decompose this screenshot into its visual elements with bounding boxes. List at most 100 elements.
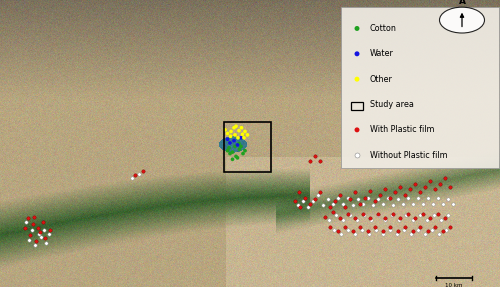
Point: [334, 229, 342, 233]
Point: [371, 199, 379, 203]
Point: [406, 187, 414, 192]
Point: [239, 151, 247, 156]
Point: [227, 129, 235, 134]
Point: [365, 232, 373, 236]
Point: [298, 199, 306, 203]
Point: [372, 227, 380, 232]
Point: [336, 216, 344, 220]
Point: [296, 204, 304, 209]
Bar: [224, 122, 271, 172]
Point: [442, 227, 450, 232]
Point: [434, 212, 442, 216]
Point: [344, 196, 351, 200]
Text: 10 km: 10 km: [445, 283, 462, 287]
Point: [28, 222, 36, 226]
Point: [339, 217, 347, 222]
Point: [356, 201, 364, 206]
Point: [325, 217, 333, 222]
Point: [351, 190, 359, 195]
Point: [436, 181, 444, 186]
Point: [234, 135, 242, 140]
Point: [230, 125, 238, 130]
Point: [344, 212, 351, 216]
Point: [30, 214, 38, 219]
Point: [291, 199, 299, 203]
Point: [135, 171, 143, 176]
Point: [386, 227, 394, 232]
Point: [34, 226, 42, 230]
Point: [356, 224, 364, 229]
Point: [294, 203, 302, 208]
Point: [376, 193, 384, 197]
Point: [22, 220, 30, 225]
Point: [241, 148, 249, 153]
Point: [374, 212, 382, 216]
Text: With Plastic film: With Plastic film: [370, 125, 434, 134]
Point: [424, 196, 432, 200]
Point: [411, 216, 419, 220]
Point: [408, 201, 416, 206]
Point: [435, 232, 443, 236]
Point: [404, 212, 411, 216]
Point: [37, 234, 45, 239]
Point: [295, 190, 303, 195]
Point: [304, 204, 312, 209]
Point: [398, 201, 406, 206]
Point: [314, 193, 322, 197]
Point: [353, 26, 361, 31]
Point: [408, 229, 416, 233]
Point: [381, 216, 389, 220]
Point: [316, 158, 324, 163]
Point: [235, 141, 243, 146]
Point: [353, 77, 361, 82]
Point: [416, 213, 424, 218]
Point: [353, 217, 361, 222]
Point: [306, 201, 314, 206]
Point: [138, 168, 146, 173]
Point: [431, 187, 439, 192]
Point: [338, 201, 346, 206]
Point: [438, 229, 446, 233]
Point: [367, 217, 375, 222]
Point: [235, 128, 243, 133]
Point: [316, 190, 324, 195]
Point: [395, 217, 403, 222]
Point: [228, 157, 236, 162]
Point: [311, 197, 319, 202]
Point: [381, 187, 389, 192]
Point: [326, 224, 334, 229]
Point: [238, 125, 246, 130]
Point: [232, 154, 240, 159]
Point: [384, 196, 392, 200]
Point: [231, 144, 239, 149]
Point: [225, 146, 233, 150]
Point: [364, 229, 372, 233]
Point: [418, 201, 426, 206]
Point: [354, 197, 362, 202]
Point: [394, 197, 402, 202]
Point: [386, 224, 394, 229]
Point: [437, 217, 445, 222]
Point: [224, 131, 232, 136]
Point: [346, 197, 354, 202]
Point: [237, 135, 245, 140]
Point: [388, 212, 396, 216]
Point: [32, 239, 40, 243]
Point: [46, 227, 54, 232]
Point: [400, 227, 408, 232]
Point: [348, 203, 356, 208]
Point: [401, 224, 409, 229]
Point: [401, 193, 409, 197]
Point: [411, 181, 419, 186]
Point: [330, 227, 338, 232]
Point: [402, 213, 410, 218]
Point: [128, 176, 136, 180]
Point: [378, 201, 386, 206]
Point: [226, 141, 234, 145]
Point: [332, 213, 340, 218]
Point: [426, 179, 434, 183]
Point: [418, 212, 426, 216]
Point: [231, 133, 239, 137]
Point: [226, 151, 234, 156]
Point: [28, 227, 36, 232]
